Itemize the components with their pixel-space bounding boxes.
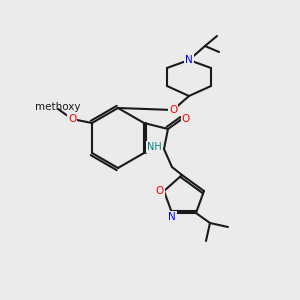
Text: methoxy: methoxy xyxy=(70,130,76,131)
Text: O: O xyxy=(156,186,164,196)
Text: NH: NH xyxy=(147,142,161,152)
Text: O: O xyxy=(68,114,76,124)
Text: N: N xyxy=(168,212,176,222)
Text: O: O xyxy=(182,114,190,124)
Text: O: O xyxy=(169,105,177,115)
Text: methoxy: methoxy xyxy=(35,102,81,112)
Text: N: N xyxy=(185,55,193,65)
